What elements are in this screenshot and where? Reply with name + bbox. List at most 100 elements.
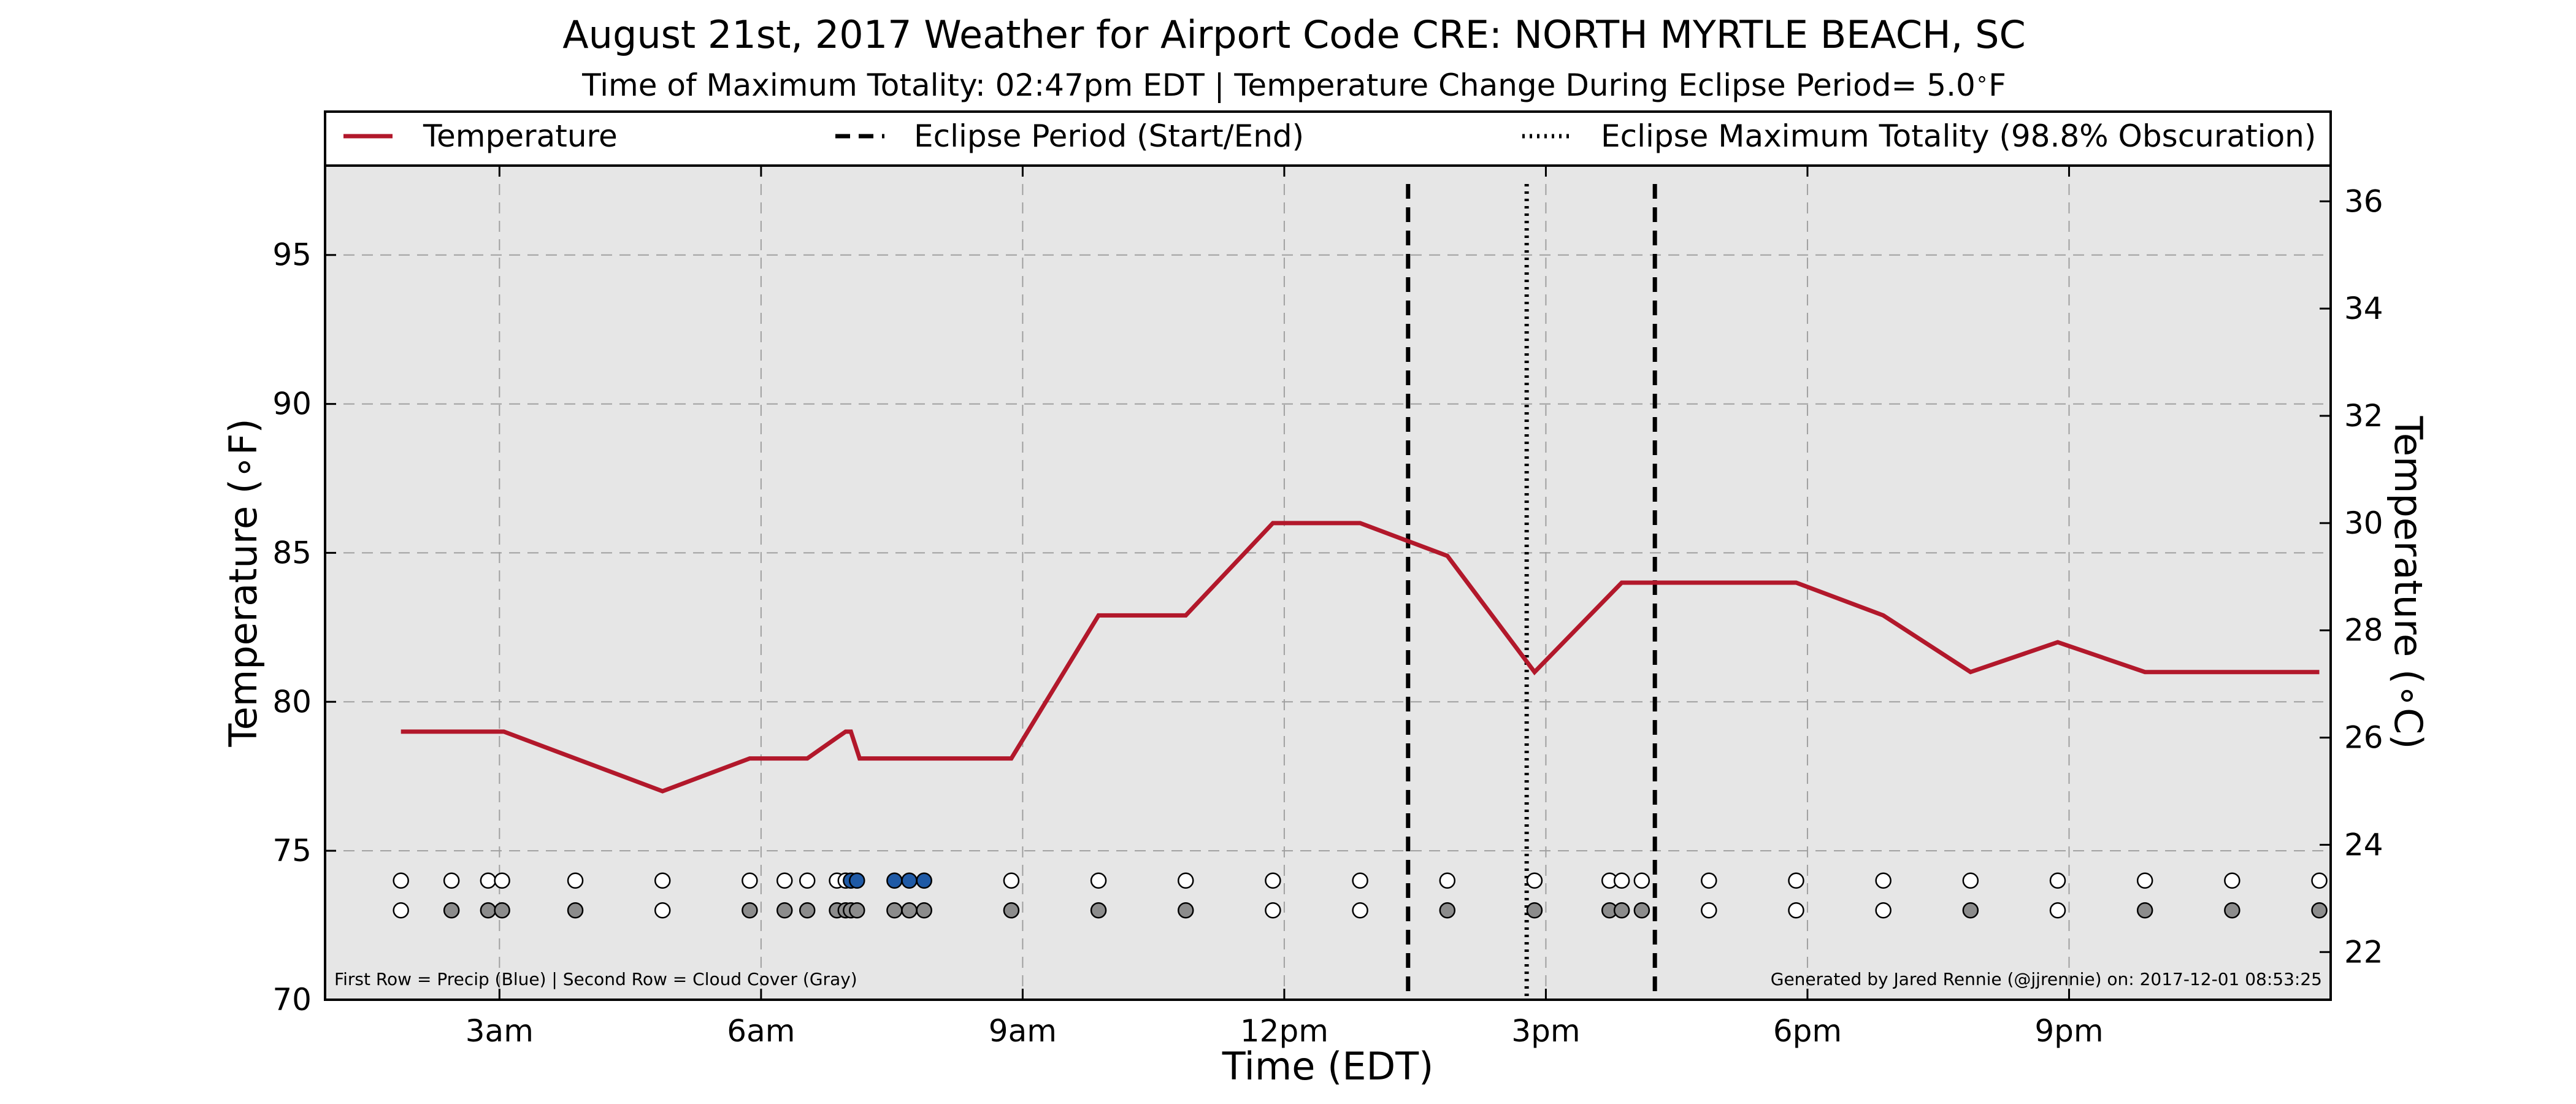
cloud-dot (916, 902, 932, 919)
y-right-tick-label: 24 (2344, 827, 2383, 862)
x-tick-label: 9am (989, 1013, 1057, 1049)
precip-dot (443, 872, 460, 889)
precip-dot (1613, 872, 1630, 889)
precip-dot (1788, 872, 1804, 889)
precip-dot (2136, 872, 2153, 889)
precip-dot (2224, 872, 2241, 889)
cloud-dot (799, 902, 816, 919)
precip-dot (567, 872, 584, 889)
y-right-tick-label: 22 (2344, 934, 2383, 970)
precip-dot (776, 872, 793, 889)
precip-dot (1439, 872, 1456, 889)
y-right-tick-label: 36 (2344, 183, 2383, 219)
y-right-tick-label: 34 (2344, 291, 2383, 326)
cloud-dot (1090, 902, 1107, 919)
x-tick-label: 12pm (1240, 1013, 1328, 1049)
x-tick-label: 9pm (2034, 1013, 2103, 1049)
y-right-tick-label: 30 (2344, 505, 2383, 541)
x-tick-label: 3am (466, 1013, 534, 1049)
cloud-dot (1439, 902, 1456, 919)
precip-dot (1352, 872, 1368, 889)
precip-dot (799, 872, 816, 889)
cloud-dot (1613, 902, 1630, 919)
cloud-dot (1178, 902, 1194, 919)
footnote-right: Generated by Jared Rennie (@jjrennie) on… (1771, 969, 2322, 989)
precip-dot (2311, 872, 2328, 889)
y-tick-label: 85 (272, 535, 312, 570)
plot-area (325, 166, 2331, 1000)
y-right-tick-label: 32 (2344, 398, 2383, 434)
cloud-dot (393, 902, 409, 919)
x-tick-label: 6am (727, 1013, 795, 1049)
cloud-dot (1003, 902, 1020, 919)
y-tick-label: 75 (272, 833, 312, 868)
precip-dot (1178, 872, 1194, 889)
legend-label: Eclipse Maximum Totality (98.8% Obscurat… (1601, 118, 2316, 154)
cloud-dot (886, 902, 903, 919)
cloud-dot (1701, 902, 1717, 919)
axis-ticks: 3am 6am 9am 12pm 3pm 6pm 9pm 70 75 80 85 90 95 22 24 26… (272, 166, 2383, 1049)
temperature-series (401, 521, 2320, 794)
x-tick-label: 3pm (1511, 1013, 1580, 1049)
grid-lines (325, 166, 2331, 1000)
cloud-dot (1875, 902, 1892, 919)
precip-dot (494, 872, 510, 889)
cloud-dot (849, 902, 865, 919)
y-tick-label: 80 (272, 684, 312, 719)
x-tick-label: 6pm (1773, 1013, 1842, 1049)
cloud-dot (2311, 902, 2328, 919)
cloud-dot (742, 902, 758, 919)
precip-dot (901, 872, 918, 889)
precip-dot (2049, 872, 2066, 889)
cloud-dot (901, 902, 918, 919)
cloud-dot (776, 902, 793, 919)
cloud-dot (443, 902, 460, 919)
cloud-dot (2136, 902, 2153, 919)
cloud-dot (494, 902, 510, 919)
cloud-dot (1265, 902, 1281, 919)
cloud-dot (1962, 902, 1979, 919)
precip-dot (1633, 872, 1650, 889)
subtitle-unit: F (1988, 67, 2006, 103)
cloud-dot (1788, 902, 1804, 919)
observation-dots (393, 872, 2328, 919)
cloud-dot (2224, 902, 2241, 919)
y-axis-label-right: Temperature (∘C) (2386, 416, 2431, 749)
y-tick-label: 70 (272, 982, 312, 1018)
precip-dot (1875, 872, 1892, 889)
precip-dot (1090, 872, 1107, 889)
precip-dot (1962, 872, 1979, 889)
cloud-dot (2049, 902, 2066, 919)
legend-label: Eclipse Period (Start/End) (914, 118, 1304, 154)
chart-subtitle: Time of Maximum Totality: 02:47pm EDT | … (581, 67, 2006, 103)
precip-dot (742, 872, 758, 889)
temperature-line (401, 521, 2320, 794)
precip-dot (1265, 872, 1281, 889)
cloud-dot (1633, 902, 1650, 919)
precip-dot (480, 872, 497, 889)
y-tick-label: 90 (272, 386, 312, 422)
precip-dot (654, 872, 671, 889)
precip-dot (1003, 872, 1020, 889)
eclipse-lines (1406, 184, 1657, 1000)
y-tick-label: 95 (272, 237, 312, 273)
y-right-tick-label: 28 (2344, 613, 2383, 648)
y-right-tick-label: 26 (2344, 720, 2383, 756)
cloud-dot (654, 902, 671, 919)
legend-label: Temperature (423, 118, 618, 154)
legend-box (324, 110, 2332, 167)
precip-dot (916, 872, 932, 889)
cloud-dot (1526, 902, 1543, 919)
precip-dot (849, 872, 865, 889)
precip-dot (886, 872, 903, 889)
precip-dot (1526, 872, 1543, 889)
cloud-dot (1352, 902, 1368, 919)
precip-dot (393, 872, 409, 889)
subtitle-degree: ∘ (1976, 67, 1988, 91)
cloud-dot (567, 902, 584, 919)
subtitle-text: Time of Maximum Totality: 02:47pm EDT | … (581, 67, 1976, 103)
legend: Temperature Eclipse Period (Start/End) Ecl… (324, 110, 2332, 167)
cloud-dot (480, 902, 497, 919)
chart-title: August 21st, 2017 Weather for Airport Co… (562, 12, 2026, 57)
